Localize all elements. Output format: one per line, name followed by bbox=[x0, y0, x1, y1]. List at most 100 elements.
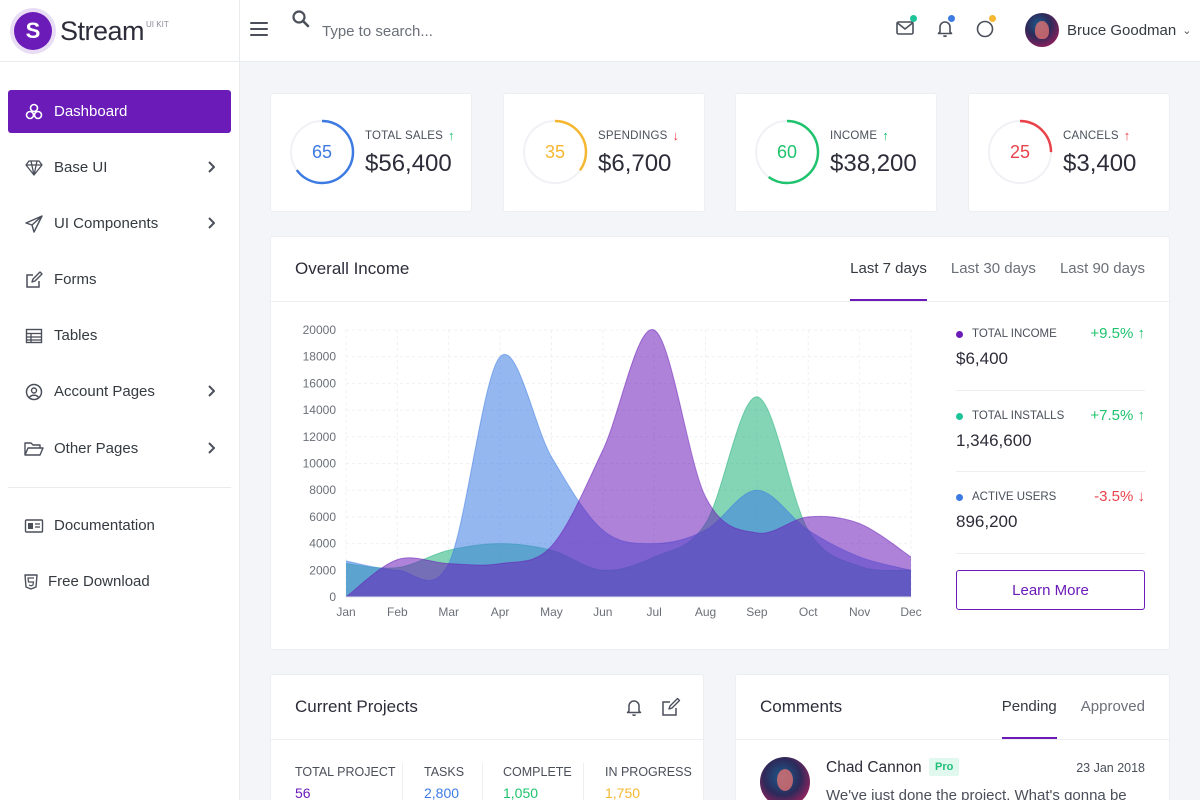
metric-change: +7.5% ↑ bbox=[1090, 407, 1145, 424]
stat-card-income: 60 INCOME ↑ $38,200 bbox=[735, 93, 937, 212]
stat-card-total-sales: 65 TOTAL SALES ↑ $56,400 bbox=[270, 93, 472, 212]
sidebar: Dashboard Base UI UI Components Forms Ta… bbox=[0, 62, 240, 800]
bell-dot bbox=[948, 15, 955, 22]
tab-last-7-days[interactable]: Last 7 days bbox=[850, 237, 927, 301]
area-series-income bbox=[346, 329, 911, 597]
comment-tabs: Pending Approved bbox=[1001, 675, 1145, 739]
user-menu[interactable]: Bruce Goodman ⌄ bbox=[1025, 13, 1191, 47]
progress-value: 25 bbox=[1009, 141, 1031, 162]
tab-pending[interactable]: Pending bbox=[1001, 675, 1057, 739]
edit-icon[interactable] bbox=[661, 697, 681, 722]
user-circle-icon bbox=[24, 382, 44, 402]
stat-label: TOTAL PROJECT bbox=[295, 765, 396, 779]
x-tick-label: Apr bbox=[491, 605, 510, 619]
tab-last-90-days[interactable]: Last 90 days bbox=[1059, 260, 1145, 277]
bell-icon[interactable] bbox=[625, 697, 643, 722]
sidebar-item-label: Base UI bbox=[54, 159, 108, 176]
y-tick-label: 18000 bbox=[303, 350, 337, 364]
sidebar-item-ui-components[interactable]: UI Components bbox=[8, 202, 231, 245]
sidebar-item-label: Forms bbox=[54, 271, 97, 288]
sidebar-item-tables[interactable]: Tables bbox=[8, 314, 231, 357]
arrow-up-icon: ↑ bbox=[882, 128, 889, 143]
x-tick-label: May bbox=[540, 605, 563, 619]
html5-icon bbox=[24, 572, 38, 592]
arrow-down-icon: ↓ bbox=[1137, 488, 1146, 505]
card-divider bbox=[271, 301, 1169, 302]
folder-open-icon bbox=[24, 439, 44, 459]
avatar bbox=[760, 757, 810, 800]
user-name: Bruce Goodman bbox=[1067, 21, 1177, 39]
sidebar-item-base-ui[interactable]: Base UI bbox=[8, 146, 231, 189]
tab-approved[interactable]: Approved bbox=[1080, 698, 1145, 715]
menu-toggle-icon[interactable] bbox=[250, 22, 268, 38]
card-title: Comments bbox=[760, 697, 843, 716]
arrow-down-icon: ↓ bbox=[672, 128, 680, 143]
area-series-income-line bbox=[345, 329, 912, 598]
stat-value: $56,400 bbox=[365, 150, 452, 177]
stat-label: SPENDINGS ↓ bbox=[598, 128, 680, 143]
chevron-right-icon bbox=[207, 216, 216, 233]
sidebar-item-forms[interactable]: Forms bbox=[8, 258, 231, 301]
search-input[interactable] bbox=[322, 18, 722, 44]
metric-label: TOTAL INSTALLS bbox=[972, 410, 1065, 422]
sidebar-item-account-pages[interactable]: Account Pages bbox=[8, 370, 231, 413]
progress-value: 60 bbox=[776, 141, 798, 162]
metric-divider bbox=[956, 471, 1145, 472]
stat-label: TASKS bbox=[424, 765, 465, 779]
comment-author: Chad Cannon bbox=[826, 759, 922, 776]
y-tick-label: 0 bbox=[329, 590, 336, 604]
chevron-down-icon: ⌄ bbox=[1182, 24, 1192, 37]
metric-label: TOTAL INCOME bbox=[972, 328, 1057, 340]
progress-ring bbox=[289, 119, 355, 185]
card-divider bbox=[271, 739, 703, 740]
status-icon[interactable] bbox=[975, 15, 997, 40]
metric-label: ACTIVE USERS bbox=[972, 491, 1057, 503]
cubes-icon bbox=[24, 102, 44, 122]
sidebar-item-label: Free Download bbox=[48, 573, 150, 590]
metric-value: 1,346,600 bbox=[956, 431, 1032, 450]
arrow-up-icon: ↑ bbox=[1137, 325, 1146, 342]
x-tick-label: Sep bbox=[746, 605, 768, 619]
y-tick-label: 10000 bbox=[303, 457, 337, 471]
x-tick-label: Nov bbox=[849, 605, 870, 619]
comment-date: 23 Jan 2018 bbox=[1076, 761, 1145, 775]
stat-value: 2,800 bbox=[424, 785, 460, 800]
progress-value: 65 bbox=[311, 141, 333, 162]
legend-dot bbox=[956, 330, 963, 338]
stat-label: TOTAL SALES ↑ bbox=[365, 128, 455, 143]
income-tabs: Last 7 days Last 30 days Last 90 days bbox=[850, 237, 1145, 301]
bell-icon[interactable] bbox=[935, 15, 957, 40]
status-badge: Pro bbox=[929, 758, 960, 776]
arrow-up-icon: ↑ bbox=[1123, 128, 1131, 143]
y-tick-label: 20000 bbox=[303, 323, 337, 337]
metric-change: -3.5% ↓ bbox=[1094, 488, 1145, 505]
card-actions bbox=[625, 697, 681, 722]
progress-ring bbox=[522, 119, 588, 185]
stat-label: COMPLETE bbox=[503, 765, 572, 779]
stat-value: 1,750 bbox=[605, 785, 641, 800]
mail-icon[interactable] bbox=[895, 15, 917, 40]
overall-income-card: Overall Income Last 7 days Last 30 days … bbox=[270, 236, 1170, 650]
y-tick-label: 8000 bbox=[309, 483, 336, 497]
avatar bbox=[1025, 13, 1059, 47]
sidebar-item-free-download[interactable]: Free Download bbox=[8, 560, 231, 603]
stat-value: $6,700 bbox=[598, 150, 672, 177]
sidebar-item-other-pages[interactable]: Other Pages bbox=[8, 427, 231, 470]
y-tick-label: 14000 bbox=[303, 403, 337, 417]
table-icon bbox=[24, 326, 44, 346]
y-tick-label: 4000 bbox=[309, 537, 336, 551]
card-divider bbox=[736, 739, 1169, 740]
learn-more-button[interactable]: Learn More bbox=[956, 570, 1145, 610]
tab-last-30-days[interactable]: Last 30 days bbox=[950, 260, 1036, 277]
chevron-right-icon bbox=[207, 441, 216, 458]
stat-card-spendings: 35 SPENDINGS ↓ $6,700 bbox=[503, 93, 705, 212]
project-stat-complete: COMPLETE 1,050 bbox=[503, 765, 572, 800]
card-title: Current Projects bbox=[295, 697, 418, 716]
stat-label: INCOME ↑ bbox=[830, 128, 889, 143]
brand-logo: S bbox=[14, 12, 52, 50]
sidebar-item-documentation[interactable]: Documentation bbox=[8, 504, 231, 547]
sidebar-item-dashboard[interactable]: Dashboard bbox=[8, 90, 231, 133]
sidebar-item-label: Documentation bbox=[54, 517, 155, 534]
search-icon[interactable] bbox=[292, 10, 310, 33]
brand[interactable]: S Stream UI KIT bbox=[0, 0, 240, 62]
